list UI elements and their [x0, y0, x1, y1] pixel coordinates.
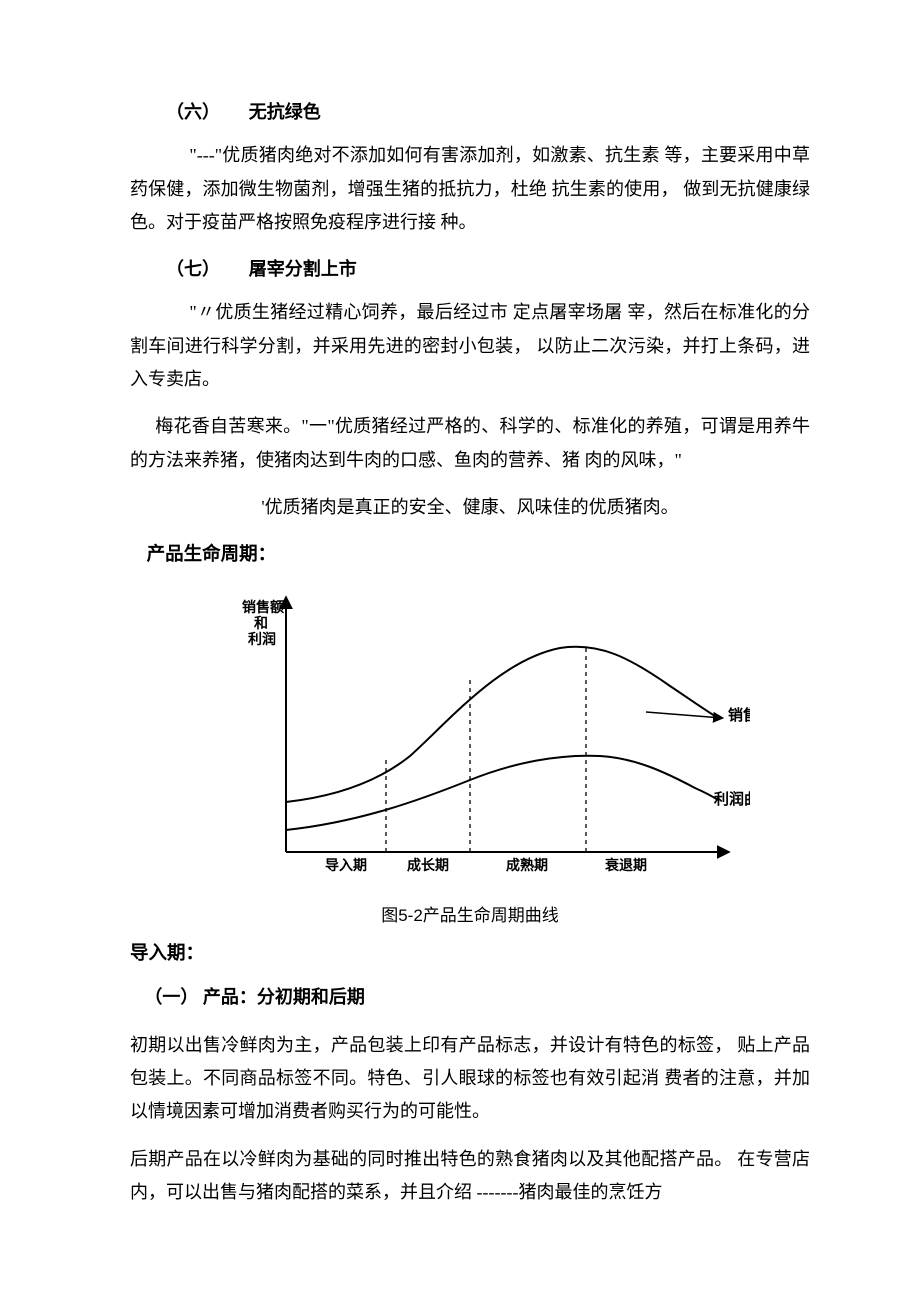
lifecycle-chart: 销售额和利润销售收入曲线利润曲线导入期 成长期 成熟期 衰退期 图5-2产品生命周期曲…	[130, 580, 810, 931]
heading-seven: （七） 屠宰分割上市	[130, 253, 810, 286]
heading-title: 屠宰分割上市	[249, 259, 357, 279]
heading-num: （七）	[166, 259, 220, 279]
svg-text:成熟期: 成熟期	[506, 857, 548, 873]
svg-text:利润: 利润	[248, 631, 276, 647]
paragraph-six: "---"优质猪肉绝对不添加如何有害添加剂，如激素、抗生素 等，主要采用中草药保…	[130, 139, 810, 239]
svg-text:导入期: 导入期	[325, 857, 367, 873]
svg-text:利润曲线: 利润曲线	[714, 790, 750, 808]
lifecycle-chart-svg: 销售额和利润销售收入曲线利润曲线导入期 成长期 成熟期 衰退期	[190, 580, 750, 890]
sub-heading-one: （一） 产品：分初期和后期	[130, 981, 810, 1014]
paragraph-meihua: 梅花香自苦寒来。"一"优质猪经过严格的、科学的、标准化的养殖，可谓是用养牛的方法…	[130, 410, 810, 477]
paragraph-early: 初期以出售冷鲜肉为主，产品包装上印有产品标志，并设计有特色的标签， 贴上产品包装…	[130, 1029, 810, 1129]
svg-text:和: 和	[254, 615, 268, 631]
paragraph-seven: "〃优质生猪经过精心饲养，最后经过市 定点屠宰场屠 宰，然后在标准化的分割车间进…	[130, 296, 810, 396]
heading-six: （六） 无抗绿色	[130, 96, 810, 129]
paragraph-zhenzheng: '优质猪肉是真正的安全、健康、风味佳的优质猪肉。	[130, 491, 810, 524]
svg-text:衰退期: 衰退期	[604, 857, 647, 873]
chart-caption: 图5-2产品生命周期曲线	[130, 900, 810, 931]
heading-title: 无抗绿色	[249, 102, 321, 122]
heading-num: （六）	[166, 102, 220, 122]
intro-title: 导入期：	[130, 937, 810, 971]
lifecycle-title: 产品生命周期：	[130, 538, 810, 572]
svg-text:销售额: 销售额	[242, 599, 284, 615]
document-page: （六） 无抗绿色 "---"优质猪肉绝对不添加如何有害添加剂，如激素、抗生素 等，…	[0, 0, 920, 1302]
svg-text:成长期: 成长期	[407, 857, 449, 873]
paragraph-late: 后期产品在以冷鲜肉为基础的同时推出特色的熟食猪肉以及其他配搭产品。 在专营店内，…	[130, 1143, 810, 1210]
svg-text:销售收入曲线: 销售收入曲线	[728, 706, 750, 724]
